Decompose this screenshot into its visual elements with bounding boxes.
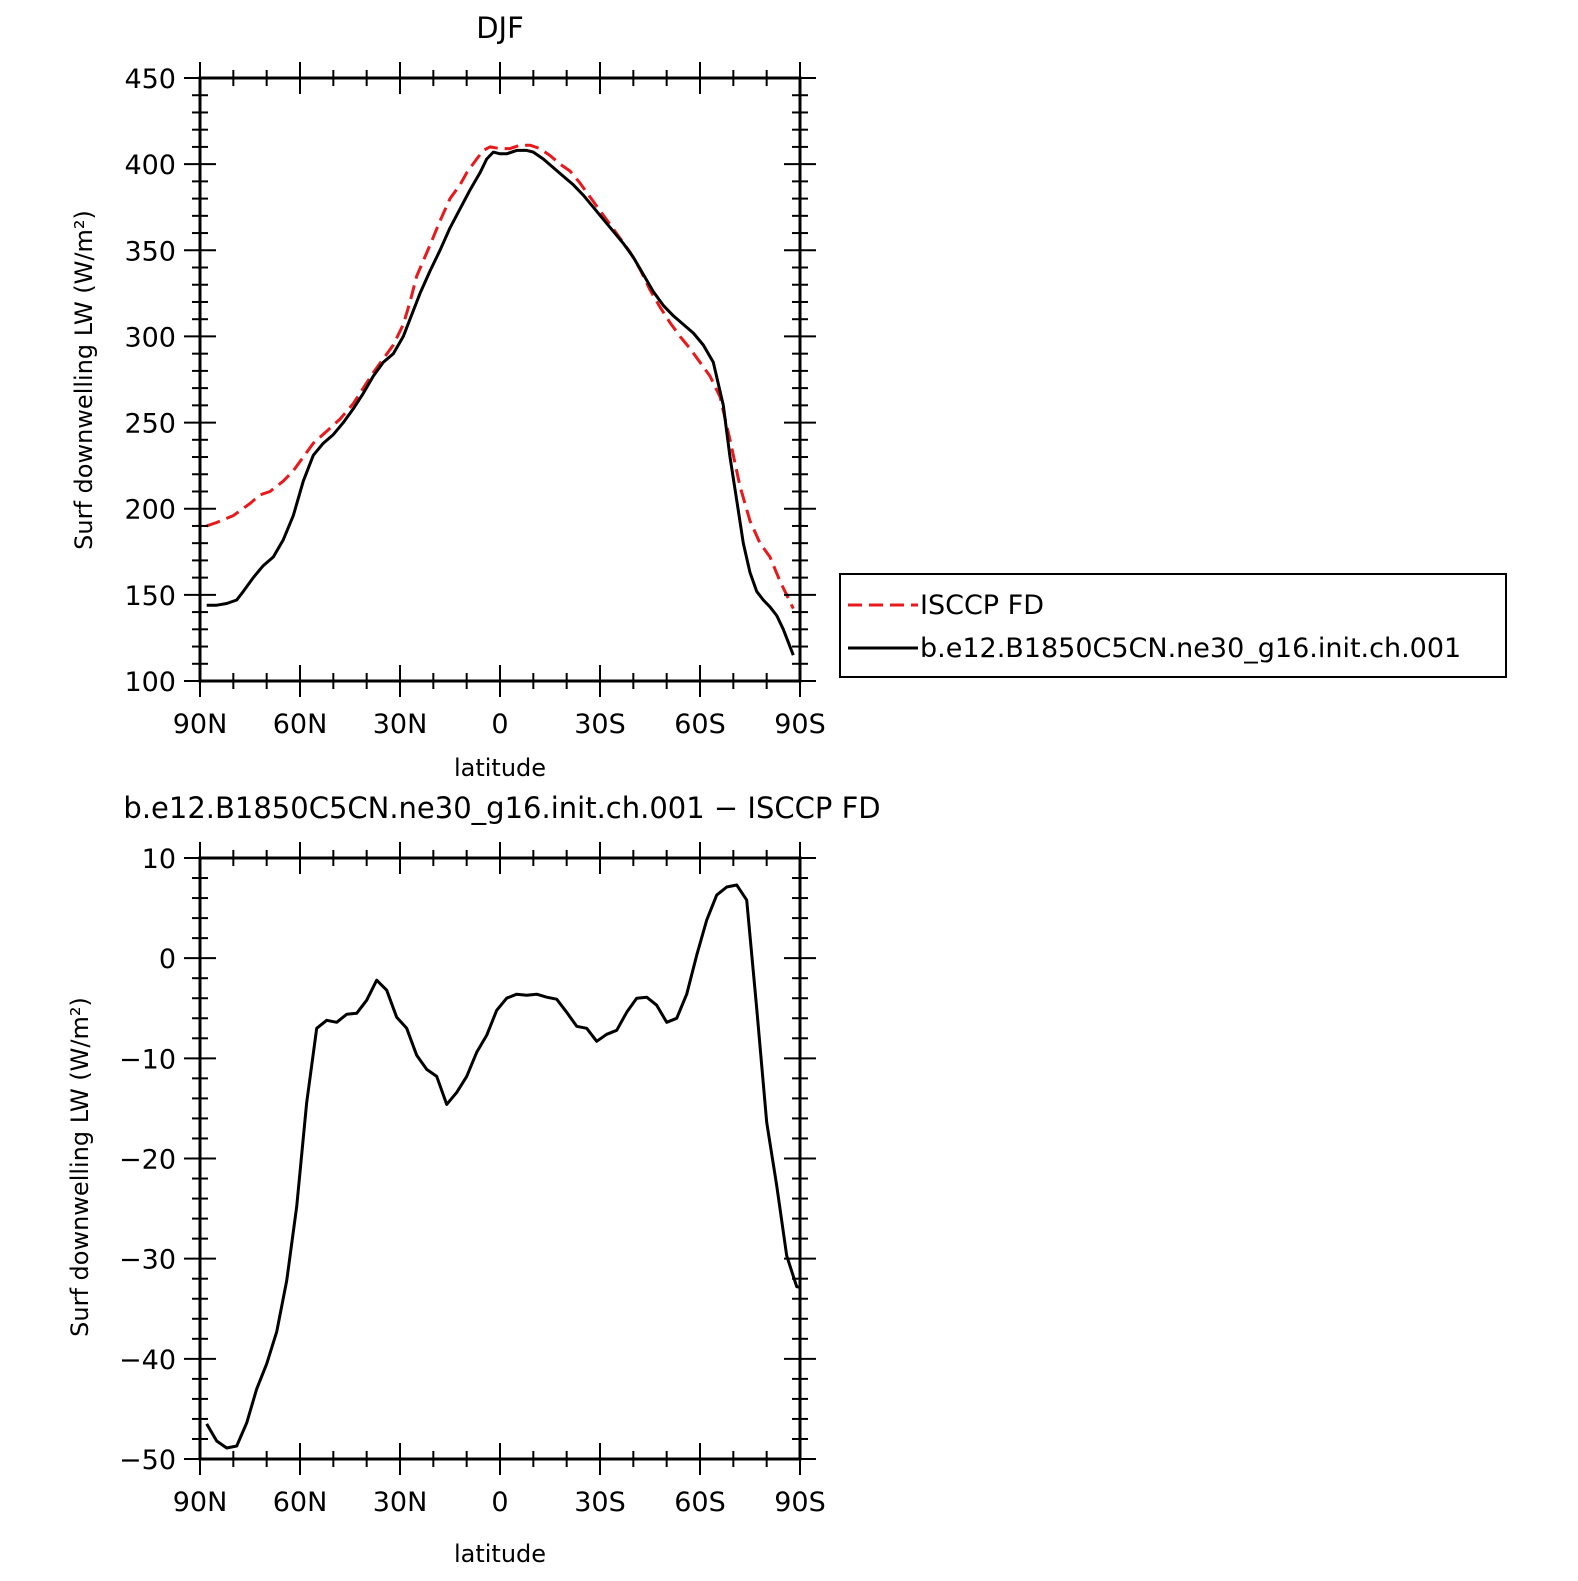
bottom-y-axis-label: Surf downwelling LW (W/m²) — [66, 997, 94, 1337]
legend: ISCCP FD b.e12.B1850C5CN.ne30_g16.init.c… — [839, 573, 1507, 678]
bottom-axes: 10 0 −10 −20 −30 −40 −50 90N 60N 30N 0 30S 60S 90S — [119, 842, 826, 1518]
legend-box — [839, 573, 1507, 678]
bottom-plot-frame — [198, 856, 802, 1461]
top-x-tick-label: 60S — [674, 709, 726, 740]
top-y-tick-label: 250 — [124, 409, 176, 440]
bottom-x-tick-label: 90S — [774, 1487, 826, 1518]
top-x-tick-label: 60N — [273, 709, 328, 740]
top-series-isccp-fd-line — [206, 143, 795, 610]
top-panel: DJF 100 150 200 250 300 350 400 450 90N 60N 30N 0 30… — [70, 11, 1507, 782]
top-axes: 100 150 200 250 300 350 400 450 90N 60N 30N 0 30S 60S… — [124, 62, 826, 740]
top-chart-title: DJF — [476, 11, 524, 45]
bottom-y-tick-label: −50 — [119, 1445, 176, 1476]
top-y-tick-label: 400 — [124, 150, 176, 181]
bottom-y-tick-label: −40 — [119, 1345, 176, 1376]
bottom-y-tick-label: −10 — [119, 1044, 176, 1075]
bottom-x-tick-label: 60S — [674, 1487, 726, 1518]
top-y-tick-label: 350 — [124, 236, 176, 267]
bottom-panel: b.e12.B1850C5CN.ne30_g16.init.ch.001 − I… — [66, 791, 881, 1568]
top-y-tick-label: 450 — [124, 64, 176, 95]
top-y-axis-label: Surf downwelling LW (W/m²) — [70, 210, 98, 550]
bottom-x-tick-label: 30N — [373, 1487, 428, 1518]
top-x-tick-label: 0 — [491, 709, 508, 740]
bottom-y-tick-label: 0 — [159, 944, 176, 975]
top-y-tick-label: 100 — [124, 667, 176, 698]
top-x-tick-label: 90N — [173, 709, 228, 740]
bottom-x-axis-label: latitude — [454, 1540, 546, 1568]
top-x-tick-label: 30N — [373, 709, 428, 740]
top-y-tick-label: 300 — [124, 322, 176, 353]
top-x-tick-label: 90S — [774, 709, 826, 740]
bottom-y-tick-label: −20 — [119, 1145, 176, 1176]
bottom-x-tick-label: 0 — [491, 1487, 508, 1518]
top-x-tick-label: 30S — [574, 709, 626, 740]
bottom-x-tick-label: 30S — [574, 1487, 626, 1518]
top-y-tick-label: 200 — [124, 495, 176, 526]
top-series-model-line — [206, 148, 795, 656]
bottom-x-tick-label: 90N — [173, 1487, 228, 1518]
top-x-axis-label: latitude — [454, 754, 546, 782]
bottom-y-tick-label: −30 — [119, 1245, 176, 1276]
bottom-series-difference-line — [205, 883, 800, 1450]
legend-label-isccp: ISCCP FD — [920, 590, 1044, 621]
bottom-chart-title: b.e12.B1850C5CN.ne30_g16.init.ch.001 − I… — [123, 791, 880, 825]
bottom-y-tick-label: 10 — [142, 844, 176, 875]
bottom-x-tick-label: 60N — [273, 1487, 328, 1518]
top-y-tick-label: 150 — [124, 581, 176, 612]
legend-label-model: b.e12.B1850C5CN.ne30_g16.init.ch.001 — [920, 633, 1461, 664]
